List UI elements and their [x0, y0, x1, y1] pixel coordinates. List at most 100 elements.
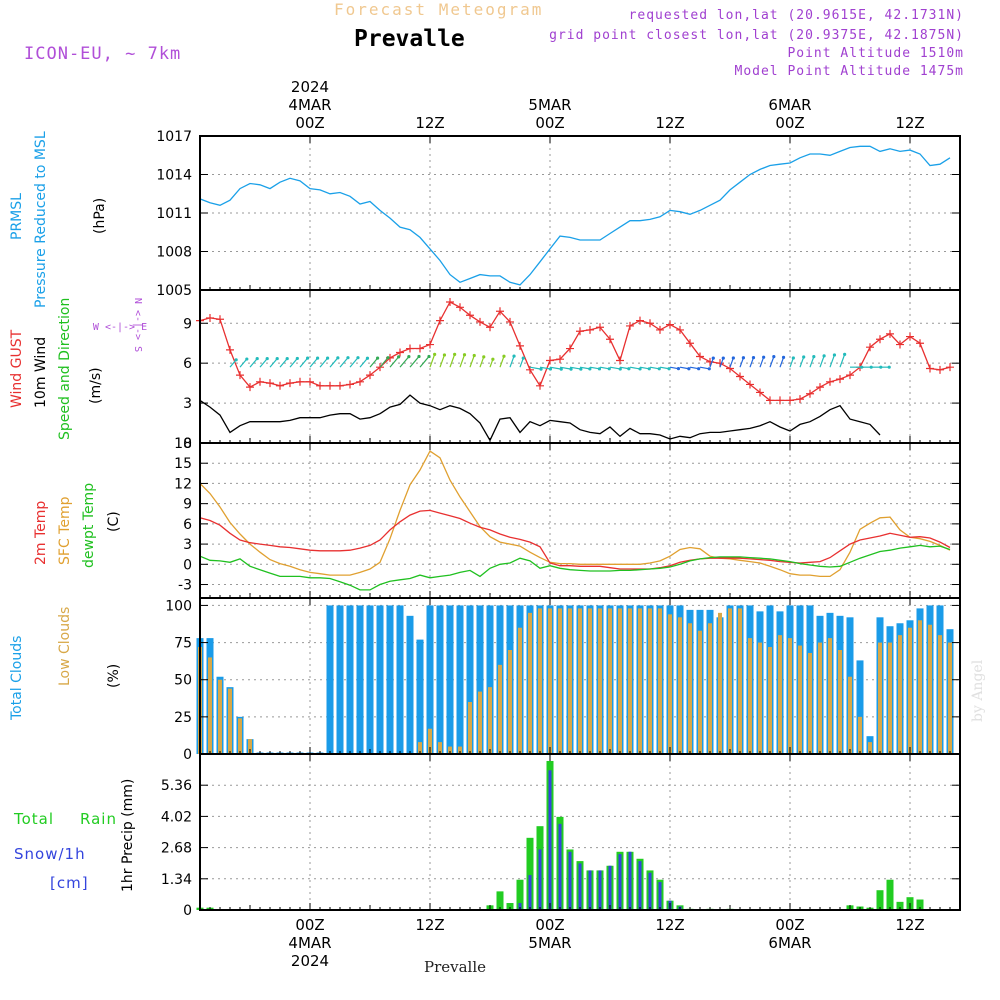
low-cloud-bar: [548, 608, 552, 754]
low-cloud-bar: [438, 742, 442, 754]
pressure-line: [199, 145, 951, 286]
gust-marker: [426, 340, 434, 349]
low-cloud-bar: [698, 630, 702, 754]
wind-arrow-head: [275, 356, 279, 361]
low-cloud-bar: [538, 608, 542, 754]
wind-arrow: [439, 354, 446, 368]
gust-marker: [776, 396, 784, 405]
wind-arrow: [429, 354, 436, 368]
compass-we: W <-|-> E: [93, 322, 147, 333]
snow-bar: [518, 903, 522, 910]
gust-marker: [256, 377, 264, 386]
total-cloud-bar: [406, 615, 414, 754]
low-cloud-bar: [848, 676, 852, 754]
gust-marker: [586, 325, 594, 334]
wind-arrow-head: [802, 355, 806, 359]
wind-arrow: [239, 358, 248, 368]
wind-arrow: [709, 357, 714, 368]
snow-bar: [598, 870, 602, 910]
total-cloud-bar: [856, 660, 864, 754]
gust-marker: [756, 388, 764, 397]
wind-arrow: [819, 355, 825, 368]
gust-marker: [466, 311, 474, 320]
gust-marker: [206, 313, 214, 322]
bottom-time-label: 12Z: [895, 916, 924, 934]
y-tick-label: 25: [174, 710, 192, 726]
snow-bar: [578, 863, 582, 910]
wind-arrow: [379, 357, 389, 368]
gust-marker: [516, 341, 524, 350]
bottom-time-label: 12Z: [415, 916, 444, 934]
gust-marker: [556, 355, 564, 364]
wind-arrow: [449, 354, 456, 368]
axes-layer: 100510081011101410170369-303691215180255…: [156, 78, 961, 970]
top-time-label: 12Z: [895, 114, 924, 132]
wind-speed-line: [199, 394, 881, 442]
gust-marker: [346, 380, 354, 389]
model-name: ICON-EU, ~ 7km: [24, 44, 182, 64]
wind-arrow: [459, 354, 466, 368]
precip-snow-unit: [cm]: [50, 874, 89, 892]
bottom-station-name: Prevalle: [424, 958, 487, 976]
wind-arrow: [329, 357, 339, 368]
wind-arrow-head: [512, 354, 516, 358]
top-time-label: 00Z: [295, 114, 324, 132]
low-cloud-bar: [898, 635, 902, 754]
low-cloud-bar: [888, 642, 892, 754]
total-cloud-bar: [436, 605, 444, 754]
wind-arrow: [319, 357, 329, 368]
wind-arrow-head: [417, 354, 421, 359]
info-requested: requested lon,lat (20.9615E, 42.1731N): [628, 8, 964, 23]
low-cloud-bar: [908, 627, 912, 754]
wind-arrow-head: [559, 367, 563, 371]
gust-marker: [826, 377, 834, 386]
y-tick-label: 50: [174, 673, 192, 689]
total-cloud-bar: [426, 605, 434, 754]
total-cloud-bar: [476, 605, 484, 754]
wind-arrow: [829, 354, 836, 368]
wind-arrow: [729, 357, 734, 368]
wind-arrow-head: [491, 357, 495, 361]
y-tick-label: 12: [174, 476, 192, 492]
low-cloud-bar: [498, 664, 502, 754]
precip-snow-label: Snow/1h: [14, 845, 86, 863]
low-cloud-bar: [748, 638, 752, 754]
wind-arrow: [399, 356, 410, 368]
low-cloud-bar: [458, 746, 462, 754]
bottom-year-label: 2024: [291, 952, 329, 970]
wind-arrow-head: [657, 367, 661, 371]
rain-bar: [896, 901, 904, 910]
snow-bar: [618, 854, 622, 910]
y-tick-label: 1008: [156, 245, 192, 261]
wind-arrow-head: [711, 356, 715, 360]
top-time-label: 00Z: [775, 114, 804, 132]
low-cloud-bar: [478, 691, 482, 754]
wind-arrow: [419, 356, 430, 368]
total-cloud-bar: [466, 605, 474, 754]
wind-arrow: [719, 357, 724, 368]
y-tick-label: 6: [183, 356, 192, 372]
low-cloud-bar: [798, 645, 802, 754]
wind-arrow: [279, 358, 288, 368]
gust-marker: [646, 319, 654, 328]
wind-arrow: [809, 356, 815, 368]
low-cloud-bar: [208, 657, 212, 754]
low-cloud-bar: [418, 742, 422, 754]
info-gridpoint: grid point closest lon,lat (20.9375E, 42…: [549, 28, 964, 43]
top-date-label: 5MAR: [528, 96, 571, 114]
signature: by Angel: [970, 659, 986, 722]
wind-gust-line: [199, 301, 951, 402]
total-cloud-bar: [486, 605, 494, 754]
y-tick-label: 1.34: [161, 872, 192, 888]
gust-marker: [446, 297, 454, 306]
wind-arrow: [479, 356, 485, 368]
total-cloud-bar: [386, 605, 394, 754]
gust-marker: [406, 344, 414, 353]
low-cloud-bar: [488, 687, 492, 754]
low-cloud-bar: [658, 608, 662, 754]
wind-arrow-head: [375, 356, 380, 360]
wind-arrow: [249, 358, 258, 368]
gust-marker: [216, 315, 224, 324]
wind-arrow-head: [234, 358, 238, 362]
low-cloud-bar: [838, 650, 842, 754]
